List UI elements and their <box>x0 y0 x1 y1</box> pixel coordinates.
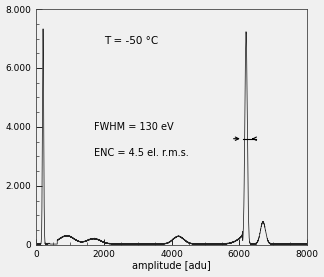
Text: FWHM = 130 eV: FWHM = 130 eV <box>94 122 173 132</box>
Text: ENC = 4.5 el. r.m.s.: ENC = 4.5 el. r.m.s. <box>94 148 189 158</box>
Text: T = -50 °C: T = -50 °C <box>104 36 158 47</box>
X-axis label: amplitude [adu]: amplitude [adu] <box>132 261 211 271</box>
